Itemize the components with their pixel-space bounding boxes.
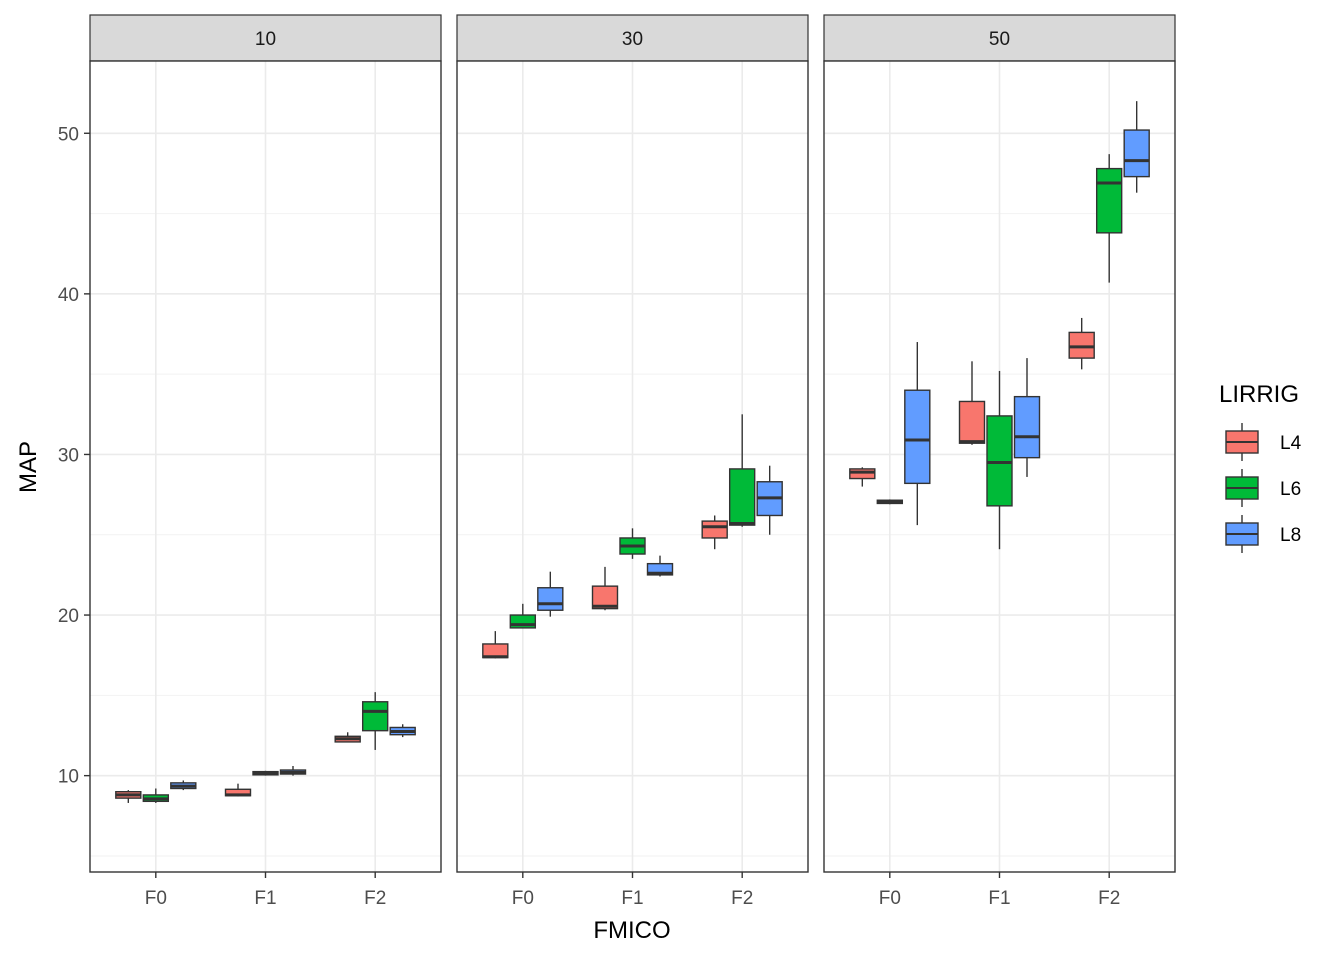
x-tick-label: F1: [254, 888, 276, 909]
box-body: [701, 520, 728, 539]
box-body: [361, 701, 389, 732]
y-tick-label: 10: [58, 767, 79, 788]
y-tick-label: 50: [58, 124, 79, 145]
box-body: [1068, 331, 1095, 359]
box-body: [728, 468, 756, 526]
box-F0-L8: [537, 571, 564, 617]
box-body: [1123, 129, 1150, 178]
box-body: [1013, 395, 1041, 459]
box-F2-L8: [1123, 101, 1150, 193]
facet-strip: [89, 14, 442, 62]
box-body: [904, 389, 931, 485]
box-F0-L6: [142, 788, 170, 803]
x-axis-title: FMICO: [593, 917, 670, 944]
box-F2-L6: [728, 414, 756, 527]
box-F2-L4: [1068, 317, 1095, 370]
y-axis-title: MAP: [15, 441, 42, 493]
facet-strip-label: 30: [622, 29, 643, 50]
box-F2-L8: [389, 724, 416, 738]
box-body: [591, 585, 619, 610]
box-F1-L6: [986, 370, 1013, 550]
legend-item-L6: L6: [1220, 466, 1301, 510]
x-tick-label: F2: [1098, 888, 1120, 909]
facet-strip-label: 50: [989, 29, 1010, 50]
legend-label: L6: [1280, 479, 1301, 500]
box-F2-L4: [334, 732, 361, 743]
box-F0-L8: [904, 342, 931, 526]
box-F1-L4: [224, 783, 252, 797]
x-tick-label: F2: [364, 888, 386, 909]
box-body: [986, 415, 1013, 507]
y-tick-label: 40: [58, 285, 79, 306]
box-F0-L4: [849, 467, 876, 487]
box-body: [537, 587, 564, 611]
x-tick-label: F0: [145, 888, 167, 909]
box-F0-L6: [876, 499, 904, 505]
box-F2-L8: [756, 465, 783, 535]
legend: LIRRIG L4 L6 L8: [1219, 381, 1302, 556]
facet-strip-label: 10: [255, 29, 276, 50]
legend-label: L8: [1280, 525, 1301, 546]
box-body: [849, 468, 876, 480]
legend-item-L4: L4: [1220, 420, 1302, 464]
y-axis: 10 20 30 40 50: [58, 124, 90, 788]
box-F1-L6: [619, 528, 646, 559]
box-body: [1095, 167, 1123, 234]
box-F2-L6: [361, 692, 389, 750]
facet-panel-30: 30 F0 F1 F2: [456, 14, 809, 909]
x-tick-label: F0: [512, 888, 534, 909]
facet-panel-50: 50 F0 F1 F2: [823, 14, 1176, 909]
box-body: [958, 400, 986, 444]
box-F0-L6: [509, 603, 537, 629]
box-F0-L4: [115, 790, 142, 803]
box-F2-L6: [1095, 154, 1123, 283]
x-tick-label: F0: [879, 888, 901, 909]
x-tick-label: F1: [621, 888, 643, 909]
facet-panels: 10 F0 F1 F2 30 F0 F1 F2 50 F0 F1 F2: [89, 14, 1176, 909]
box-F1-L4: [591, 566, 619, 611]
y-tick-label: 30: [58, 445, 79, 466]
legend-label: L4: [1280, 433, 1302, 454]
box-body: [646, 562, 674, 576]
box-F1-L4: [958, 361, 986, 445]
box-F2-L4: [701, 515, 728, 550]
box-F1-L8: [279, 766, 307, 776]
facet-panel-10: 10 F0 F1 F2: [89, 14, 442, 909]
box-F0-L8: [170, 780, 197, 791]
box-F0-L4: [482, 631, 509, 659]
x-tick-label: F1: [988, 888, 1010, 909]
y-tick-label: 20: [58, 606, 79, 627]
box-F1-L8: [646, 555, 674, 577]
legend-title: LIRRIG: [1219, 381, 1299, 408]
box-F1-L6: [252, 770, 279, 776]
x-tick-label: F2: [731, 888, 753, 909]
box-F1-L8: [1013, 358, 1041, 477]
legend-item-L8: L8: [1220, 512, 1301, 556]
